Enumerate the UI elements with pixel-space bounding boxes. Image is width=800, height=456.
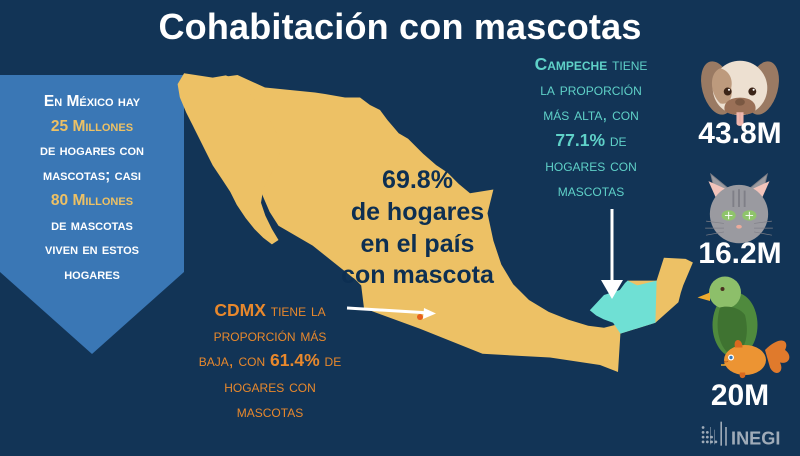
svg-text:INEGI: INEGI bbox=[731, 428, 780, 448]
